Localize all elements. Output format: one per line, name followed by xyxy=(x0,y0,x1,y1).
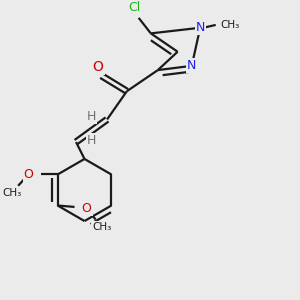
Text: CH₃: CH₃ xyxy=(3,188,22,198)
Text: N: N xyxy=(187,59,196,72)
Text: Cl: Cl xyxy=(129,2,141,14)
Text: CH₃: CH₃ xyxy=(221,20,240,30)
Text: CH₃: CH₃ xyxy=(92,222,112,232)
Text: H: H xyxy=(87,134,96,147)
Text: O: O xyxy=(82,202,92,215)
Text: O: O xyxy=(24,168,34,181)
Text: N: N xyxy=(196,21,205,34)
Text: O: O xyxy=(93,60,104,74)
Text: H: H xyxy=(87,110,96,123)
